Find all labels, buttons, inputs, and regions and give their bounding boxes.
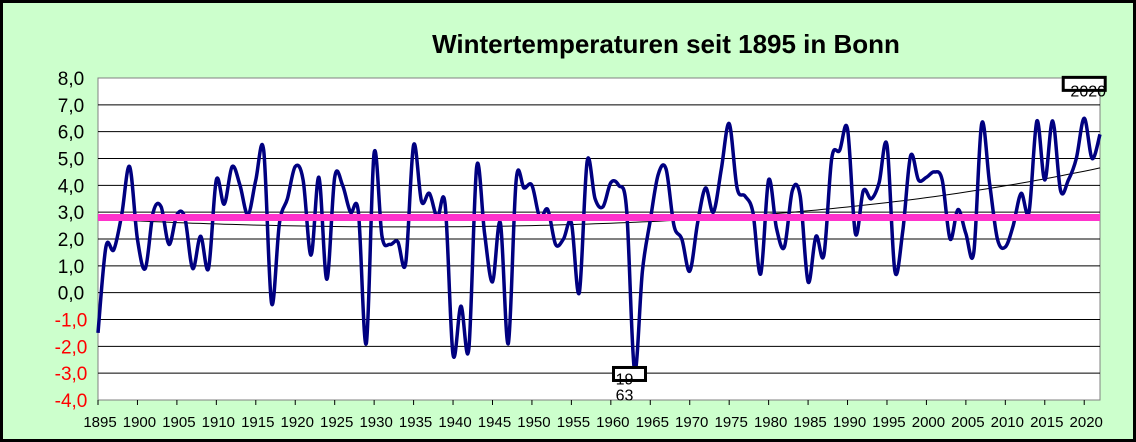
annotation-label: 2020 [1061,75,1107,100]
x-tick-label: 2000 [912,414,945,431]
y-tick-label: -4,0 [55,391,88,412]
annotation-box [1061,75,1107,92]
trend-line [97,167,1101,228]
x-tick-label: 1940 [438,414,471,431]
x-tick-label: 1910 [202,414,235,431]
temperature-series-line [96,116,1102,373]
x-tick-label: 1980 [754,414,787,431]
y-tick-label: 5,0 [58,150,84,171]
x-tick-label: 2010 [991,414,1024,431]
x-tick-label: 2020 [1070,414,1103,431]
gridlines [98,104,1100,374]
y-axis: 8,0 7,0 6,0 5,0 4,0 3,0 2,0 1,0 0,0 -1,0 -2,0 -3,0 -… [55,69,88,412]
annotation-text: 19 [616,371,634,388]
y-tick-label: 6,0 [58,123,84,144]
y-tick-label: 4,0 [58,176,84,197]
x-tick-label: 1975 [714,414,747,431]
x-axis: 1895 1900 1905 1910 1915 1920 1925 1930 1935 1940… [83,400,1103,431]
annotation-text: 63 [616,387,634,404]
x-tick-label: 2005 [951,414,984,431]
x-tick-label: 1915 [241,414,274,431]
annotation-text: 2020 [1070,83,1106,100]
y-tick-label: 0,0 [58,284,84,305]
y-tick-label: -3,0 [55,364,88,385]
x-tick-label: 1920 [281,414,314,431]
x-tick-label: 2015 [1030,414,1063,431]
y-tick-label: 1,0 [58,257,84,278]
plot-marks [96,116,1102,373]
x-tick-label: 1935 [399,414,432,431]
x-tick-label: 1945 [478,414,511,431]
y-tick-label: 3,0 [58,203,84,224]
y-tick-label: 7,0 [58,96,84,117]
x-tick-label: 1995 [872,414,905,431]
x-tick-label: 1925 [320,414,353,431]
y-tick-label: -1,0 [55,311,88,332]
x-tick-label: 1985 [793,414,826,431]
x-tick-label: 1955 [557,414,590,431]
y-tick-label: -2,0 [55,337,88,358]
y-tick-label: 2,0 [58,230,84,251]
x-tick-label: 1950 [517,414,550,431]
x-tick-label: 1905 [162,414,195,431]
x-tick-label: 1970 [675,414,708,431]
x-tick-label: 1960 [596,414,629,431]
y-tick-label: 8,0 [58,69,84,90]
x-tick-label: 1965 [636,414,669,431]
x-tick-label: 1900 [123,414,156,431]
annotation-box [612,365,648,382]
x-tick-label: 1990 [833,414,866,431]
x-tick-label: 1930 [359,414,392,431]
chart-svg: Wintertemperaturen seit 1895 in Bonn 8,0… [55,29,1107,431]
x-tick-label: 1895 [83,414,116,431]
chart-title: Wintertemperaturen seit 1895 in Bonn [432,29,900,59]
